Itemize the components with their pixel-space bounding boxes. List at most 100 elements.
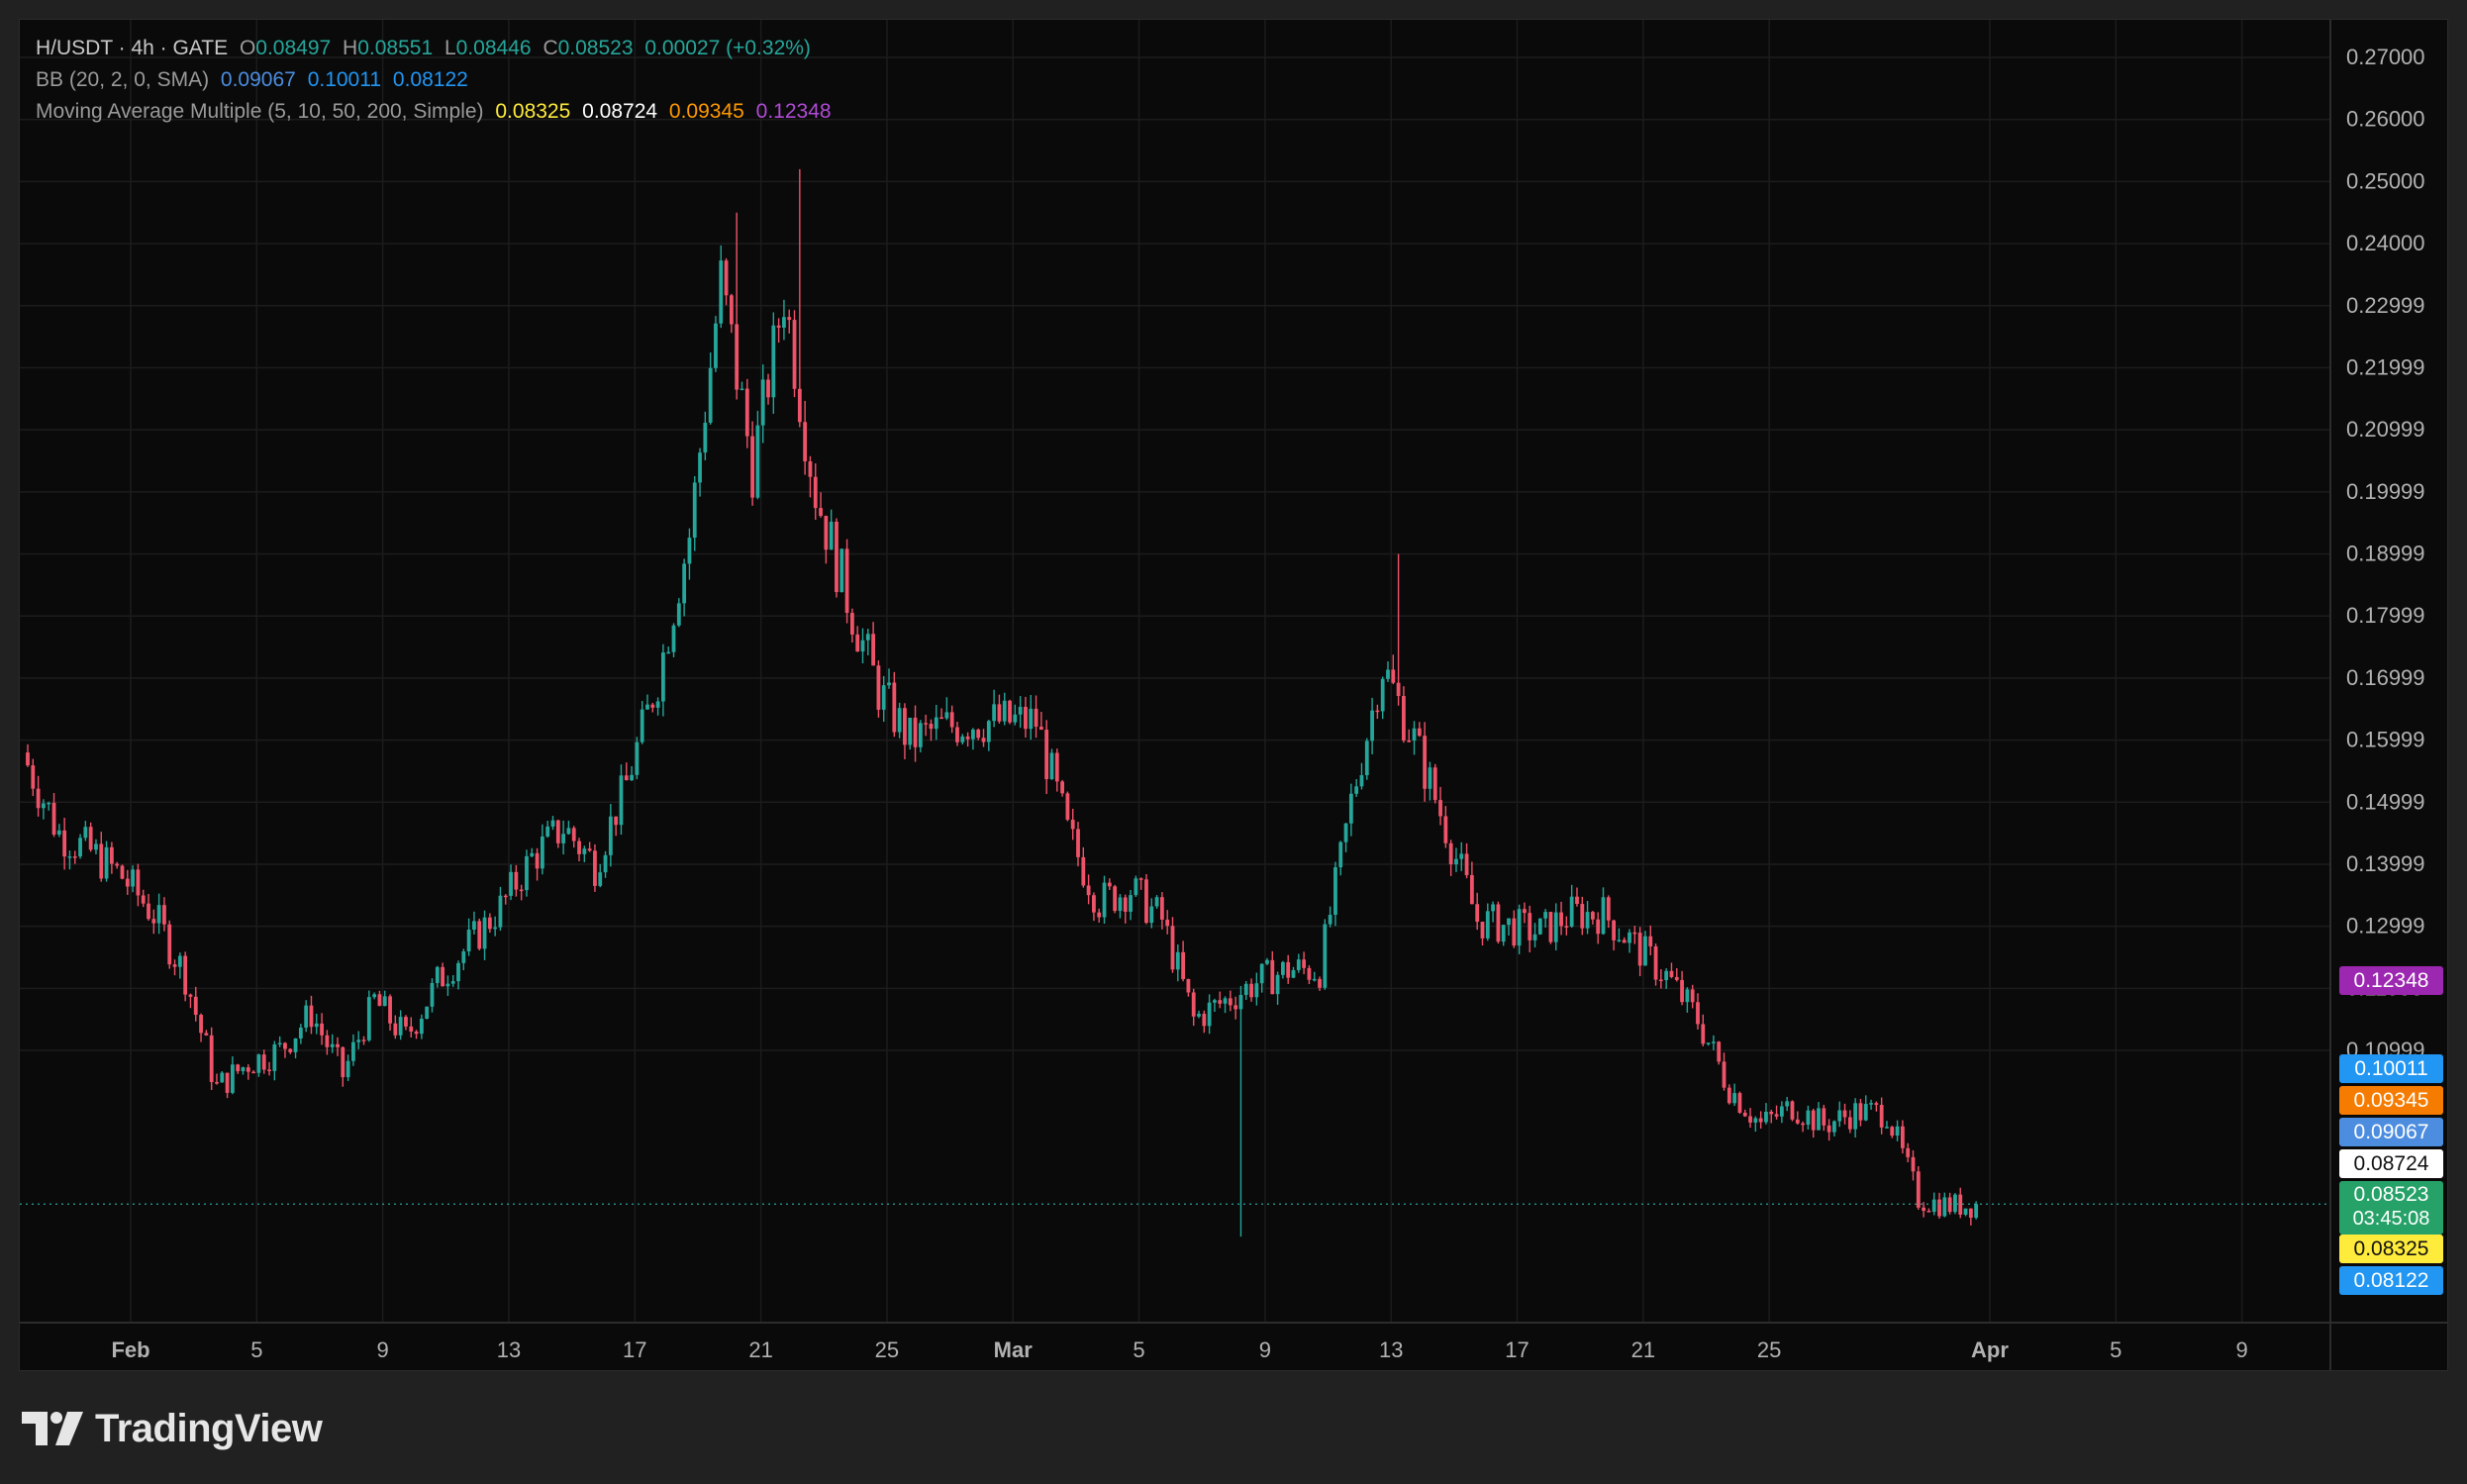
- candle-body: [225, 1072, 230, 1093]
- candle-body: [676, 603, 681, 626]
- candle-body: [1364, 741, 1369, 776]
- candle-body: [193, 996, 198, 1016]
- candle-body: [1432, 767, 1437, 801]
- candle-body: [986, 721, 991, 742]
- candle-body: [1748, 1116, 1752, 1123]
- candle-body: [1737, 1093, 1742, 1113]
- candle-body: [204, 1033, 209, 1036]
- candle-body: [151, 919, 156, 924]
- time-tick-label: 13: [497, 1337, 521, 1362]
- candle-body: [1170, 926, 1175, 970]
- symbol-name: H/USDT · 4h · GATE: [36, 37, 229, 59]
- candle-body: [320, 1023, 324, 1036]
- candle-body: [1485, 911, 1490, 939]
- candle-body: [1275, 974, 1280, 995]
- candle-body: [1113, 886, 1118, 912]
- candle-body: [744, 388, 749, 437]
- candle-body: [498, 895, 503, 928]
- candle-body: [361, 1039, 366, 1041]
- ma-legend[interactable]: Moving Average Multiple (5, 10, 50, 200,…: [36, 97, 838, 127]
- ma50-value: 0.09345: [668, 100, 744, 123]
- candle-body: [1648, 936, 1653, 946]
- candle-body: [992, 704, 997, 722]
- candle-body: [735, 324, 740, 390]
- candle-body: [382, 996, 387, 1007]
- candle-body: [1528, 913, 1532, 940]
- candle-body: [304, 1005, 309, 1029]
- candle-body: [918, 723, 923, 747]
- candle-body: [1402, 696, 1406, 741]
- candle-body: [1879, 1105, 1884, 1128]
- price-chart[interactable]: 0.27000 0.26000 0.25000 0.24000 0.22999 0.219…: [20, 20, 2448, 1371]
- candle-body: [398, 1017, 403, 1036]
- candle-body: [1081, 856, 1086, 886]
- candle-body: [1858, 1103, 1863, 1121]
- candle-body: [1333, 867, 1337, 916]
- price-label-value: 0.12348: [2353, 969, 2429, 992]
- candle-body: [1847, 1117, 1852, 1130]
- candle-body: [1186, 978, 1191, 993]
- candle-body: [792, 320, 797, 389]
- symbol-legend: H/USDT · 4h · GATE O0.08497 H0.08551 L0.…: [36, 34, 817, 63]
- tradingview-logo[interactable]: TradingView: [22, 1405, 323, 1452]
- candle-body: [351, 1041, 355, 1061]
- candle-body: [1134, 878, 1138, 896]
- candle-body: [1070, 819, 1075, 830]
- candle-body: [708, 367, 713, 423]
- candle-body: [1228, 998, 1233, 1006]
- candle-body: [1296, 959, 1301, 970]
- candle-body: [640, 709, 644, 742]
- ohlc-close-label: C: [543, 37, 558, 59]
- price-label-pill: 0.08325: [2339, 1235, 2443, 1263]
- time-tick-label: 17: [1505, 1337, 1529, 1362]
- candle-body: [256, 1054, 261, 1073]
- candle-body: [687, 538, 692, 564]
- candle-body: [1307, 967, 1312, 980]
- ohlc-high-label: H: [343, 37, 358, 59]
- bb-indicator-name: BB (20, 2, 0, SMA): [36, 68, 210, 91]
- candle-body: [1259, 963, 1264, 984]
- candle-body: [1144, 879, 1148, 924]
- candle-body: [1947, 1197, 1952, 1213]
- candle-body: [608, 816, 613, 855]
- candle-body: [1375, 710, 1380, 713]
- chart-pane[interactable]: 0.27000 0.26000 0.25000 0.24000 0.22999 0.219…: [19, 19, 2448, 1371]
- candle-body: [1354, 786, 1359, 794]
- ohlc-close: 0.08523: [557, 37, 634, 59]
- candle-body: [298, 1028, 303, 1039]
- candle-body: [141, 895, 146, 904]
- candle-body: [650, 704, 655, 708]
- candle-body: [267, 1069, 271, 1072]
- candle-body: [934, 717, 938, 730]
- price-label-pill: 0.08724: [2339, 1149, 2443, 1178]
- candle-body: [1548, 912, 1553, 942]
- candle-body: [1480, 922, 1485, 939]
- candle-body: [1348, 793, 1353, 824]
- candle-body: [1937, 1199, 1941, 1217]
- bb-legend[interactable]: BB (20, 2, 0, SMA) 0.09067 0.10011 0.081…: [36, 65, 474, 95]
- candle-body: [377, 994, 382, 1007]
- candle-body: [555, 820, 560, 843]
- candle-body: [535, 852, 540, 869]
- candle-body: [177, 955, 182, 967]
- candle-body: [1853, 1103, 1858, 1130]
- candle-body: [1758, 1118, 1763, 1123]
- candle-body: [655, 701, 660, 708]
- candle-body: [136, 869, 141, 896]
- candle-body: [1207, 1002, 1212, 1027]
- candle-body: [519, 889, 524, 892]
- candle-body: [1601, 897, 1606, 935]
- candle-body: [782, 317, 786, 328]
- candle-body: [461, 950, 466, 963]
- candle-body: [409, 1026, 414, 1032]
- candle-body: [1291, 969, 1296, 978]
- candle-body: [99, 843, 104, 879]
- candle-body: [336, 1043, 340, 1047]
- candle-body: [1811, 1110, 1816, 1131]
- price-label-value: 0.10011: [2354, 1057, 2428, 1080]
- candle-body: [1822, 1108, 1826, 1126]
- ohlc-low-label: L: [444, 37, 456, 59]
- candle-body: [56, 830, 61, 836]
- candle-body: [1732, 1093, 1737, 1104]
- candle-body: [714, 323, 718, 368]
